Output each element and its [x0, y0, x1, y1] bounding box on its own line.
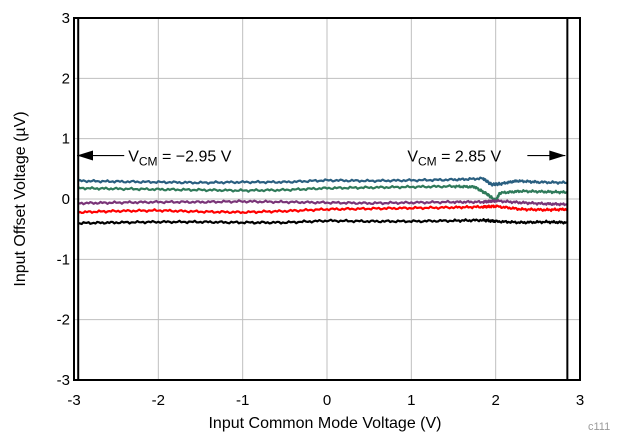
- vcm-annotation-text: VCM = 2.85 V: [407, 149, 501, 169]
- vcm-annotation-text: VCM = −2.95 V: [128, 149, 232, 169]
- series-line-5: [78, 218, 568, 226]
- x-tick-label: 1: [407, 392, 415, 409]
- y-tick-label: 0: [62, 191, 70, 208]
- series-line-4: [77, 204, 568, 215]
- series-line-3: [77, 198, 568, 207]
- plot-frame: [73, 17, 581, 381]
- vcm-annotation-1: VCM = −2.95 V: [77, 149, 232, 169]
- x-tick-label: -3: [67, 392, 80, 409]
- vcm-annotation-2: VCM = 2.85 V: [407, 149, 566, 169]
- series-line-2: [77, 184, 568, 203]
- x-tick-label: -1: [236, 392, 249, 409]
- y-axis-label: Input Offset Voltage (µV): [12, 111, 29, 286]
- y-tick-label: -2: [57, 312, 70, 329]
- y-tick-label: 2: [62, 70, 70, 87]
- figure-code: c111: [588, 421, 610, 433]
- plot-border: [73, 17, 581, 381]
- grid-lines: [74, 18, 580, 380]
- tick-labels: -3 -2 -1 0 1 2 3 3 2 1 0 -1 -2 -3: [57, 10, 585, 409]
- x-tick-label: 3: [576, 392, 584, 409]
- x-tick-label: -2: [152, 392, 165, 409]
- y-tick-label: -3: [57, 372, 70, 389]
- x-tick-label: 2: [491, 392, 499, 409]
- x-tick-label: 0: [323, 392, 331, 409]
- arrow-head-icon: [549, 150, 566, 161]
- y-tick-label: 3: [62, 10, 70, 27]
- y-tick-label: 1: [62, 131, 70, 148]
- arrow-head-icon: [77, 150, 93, 161]
- annotations: VCM = −2.95 V VCM = 2.85 V: [77, 149, 566, 169]
- y-tick-label: -1: [57, 251, 70, 268]
- series-line-1: [77, 176, 568, 187]
- x-axis-label: Input Common Mode Voltage (V): [208, 415, 441, 432]
- series-layer: [77, 176, 568, 226]
